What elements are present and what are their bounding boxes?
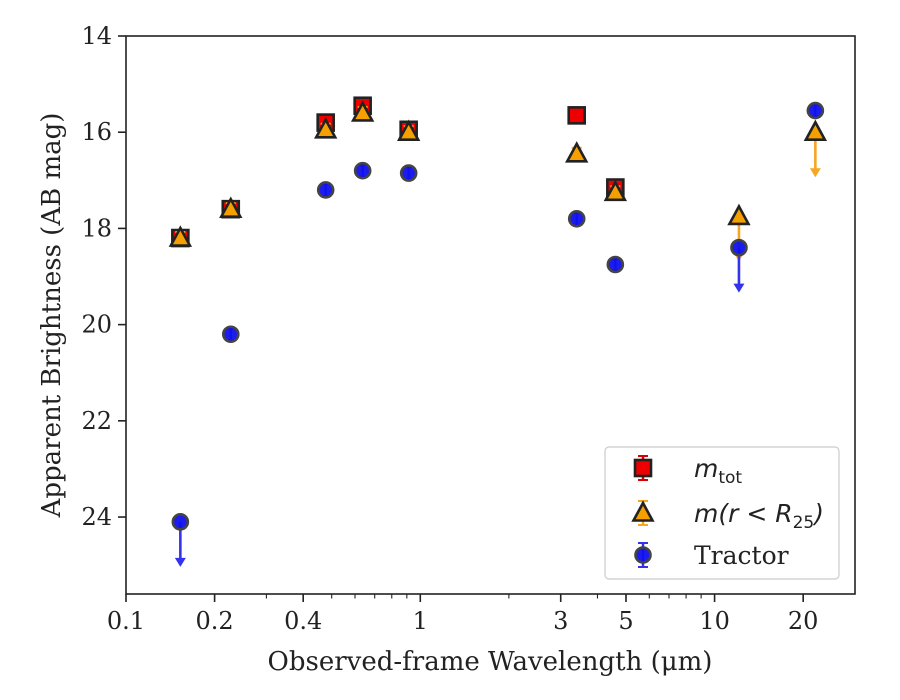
data-point xyxy=(219,196,243,218)
y-tick-label: 20 xyxy=(81,311,112,339)
marker-triangle xyxy=(168,225,193,247)
x-tick-label: 1 xyxy=(413,607,428,635)
data-point xyxy=(350,100,375,122)
axes-ticks: 0.1 0.2 0.4 1 3 5 10 20 14 16 18 20 22 24 xyxy=(81,22,818,635)
marker-triangle xyxy=(219,196,243,218)
legend-frame xyxy=(604,446,840,580)
marker-shape xyxy=(567,106,587,125)
data-point xyxy=(353,161,372,180)
y-tick-label: 24 xyxy=(81,503,112,531)
data-point xyxy=(399,164,418,182)
x-tick-label: 5 xyxy=(618,607,633,635)
marker-circle xyxy=(730,238,748,257)
data-point xyxy=(730,238,748,293)
x-tick-label: 0.4 xyxy=(284,607,322,635)
upper-limit-arrow xyxy=(174,557,186,567)
legend-label-sub: 25 xyxy=(793,513,815,533)
upper-limit-arrow xyxy=(733,283,745,293)
legend-label-base: m(r < R xyxy=(694,499,793,528)
plot-area xyxy=(168,96,828,567)
marker-triangle xyxy=(803,119,828,142)
marker-circle xyxy=(316,181,335,199)
data-point xyxy=(221,325,240,344)
y-tick-label: 18 xyxy=(81,214,112,242)
legend-entry: mtot xyxy=(633,454,742,488)
x-tick-label: 3 xyxy=(553,607,568,635)
series-triangle xyxy=(168,100,828,262)
marker-circle xyxy=(353,161,372,180)
y-axis-label: Apparent Brightness (AB mag) xyxy=(37,113,67,519)
legend: mtot m(r < R25) Tractor xyxy=(604,446,840,580)
legend-label-base: m xyxy=(694,454,718,483)
data-point xyxy=(806,101,825,120)
series-circle xyxy=(171,101,825,567)
marker-triangle xyxy=(396,119,421,142)
marker-circle xyxy=(171,513,190,531)
marker-triangle xyxy=(313,117,338,139)
marker-triangle xyxy=(350,100,375,122)
legend-label-sub: tot xyxy=(718,468,742,488)
data-point xyxy=(313,117,338,139)
data-point xyxy=(603,179,628,202)
marker-triangle xyxy=(565,141,589,163)
series-square xyxy=(171,96,625,248)
legend-entry: Tractor xyxy=(634,541,789,570)
data-point xyxy=(168,225,193,247)
marker-square xyxy=(567,106,587,125)
upper-limit-arrow xyxy=(809,168,821,178)
data-point xyxy=(171,513,190,567)
legend-label: Tractor xyxy=(694,541,789,570)
y-tick-label: 14 xyxy=(81,22,112,50)
marker-circle xyxy=(221,325,240,344)
data-point xyxy=(565,141,589,163)
data-point xyxy=(803,119,828,178)
x-tick-label: 20 xyxy=(788,607,819,635)
marker-triangle xyxy=(727,203,751,226)
data-point xyxy=(396,119,421,142)
legend-label: m(r < R25) xyxy=(694,499,824,533)
legend-entry: m(r < R25) xyxy=(631,499,824,533)
marker-circle xyxy=(806,101,825,120)
legend-label-tail: ) xyxy=(812,499,824,528)
x-tick-label: 0.2 xyxy=(196,607,234,635)
marker-circle xyxy=(567,209,586,228)
x-tick-label: 10 xyxy=(699,607,730,635)
x-axis-label: Observed-frame Wavelength (μm) xyxy=(268,647,713,677)
data-point xyxy=(567,106,587,125)
legend-marker-circle xyxy=(634,546,652,564)
plot-frame xyxy=(125,35,856,595)
data-point xyxy=(567,209,586,228)
marker-shape xyxy=(633,458,653,478)
y-tick-label: 16 xyxy=(81,118,112,146)
y-tick-label: 22 xyxy=(81,407,112,435)
legend-marker-square xyxy=(633,458,653,478)
legend-label: mtot xyxy=(694,454,742,488)
data-point xyxy=(316,181,335,199)
legend-marker-triangle xyxy=(631,500,655,522)
data-point xyxy=(606,255,625,274)
marker-triangle xyxy=(603,179,628,202)
marker-circle xyxy=(399,164,418,182)
x-tick-label: 0.1 xyxy=(107,607,145,635)
marker-circle xyxy=(606,255,625,274)
